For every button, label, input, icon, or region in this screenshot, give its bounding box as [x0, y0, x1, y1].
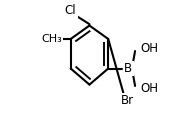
Text: B: B: [124, 62, 132, 75]
Text: OH: OH: [140, 42, 159, 55]
Text: Cl: Cl: [65, 4, 76, 17]
Text: CH₃: CH₃: [42, 34, 62, 44]
Text: OH: OH: [140, 82, 159, 95]
Text: Br: Br: [121, 94, 134, 107]
